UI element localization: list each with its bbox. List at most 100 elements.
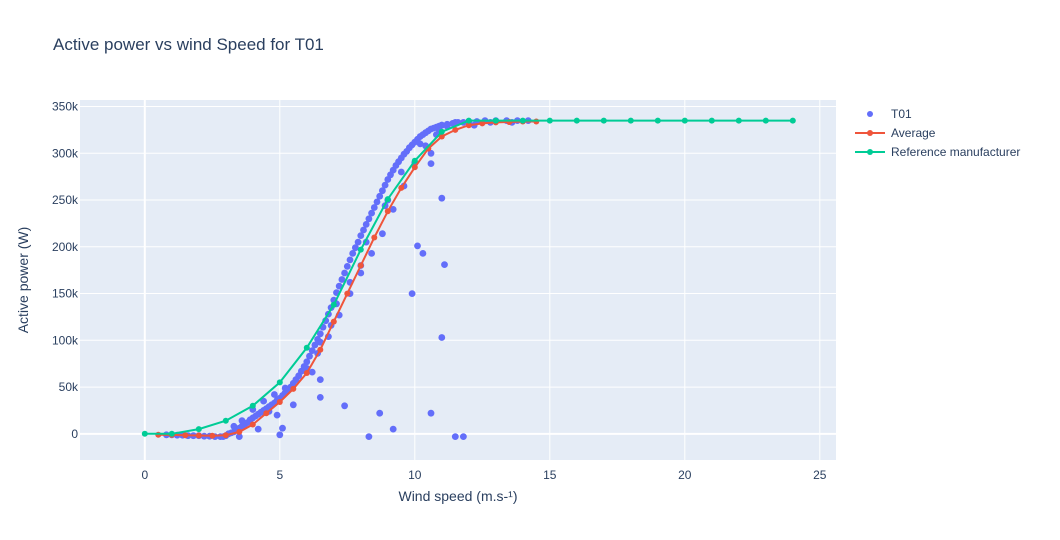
data-point [338, 276, 346, 283]
data-point [546, 117, 553, 124]
data-point [276, 431, 284, 439]
y-tick-label: 50k [59, 380, 79, 394]
data-point [360, 226, 367, 234]
data-point [341, 402, 348, 410]
data-point [308, 347, 316, 354]
data-point [292, 376, 300, 383]
x-tick-label: 5 [276, 468, 283, 482]
ticks: 0 5 10 15 20 25 0 50k 100k 150k 200k 250k 300k 350k [52, 100, 827, 482]
chart-title: Active power vs wind Speed for T01 [53, 35, 324, 54]
data-point [379, 230, 386, 238]
data-point [249, 421, 256, 428]
y-tick-label: 100k [52, 333, 79, 347]
data-point [281, 384, 289, 392]
data-point [438, 133, 445, 140]
data-point [141, 430, 148, 437]
series-2 [141, 117, 796, 437]
data-point [289, 401, 297, 409]
data-point [408, 290, 416, 297]
data-point [195, 426, 202, 433]
data-point [276, 379, 283, 386]
data-point [317, 346, 324, 353]
data-point [397, 168, 405, 176]
data-point [343, 263, 351, 270]
data-point [276, 399, 283, 405]
data-point [681, 117, 688, 124]
data-point [235, 433, 243, 440]
data-point [414, 242, 421, 250]
data-point [735, 117, 742, 124]
data-point [316, 330, 324, 338]
data-point [451, 433, 459, 440]
data-point [465, 117, 472, 124]
data-point [249, 402, 256, 409]
legend-item[interactable]: Reference manufacturer [855, 145, 1020, 159]
data-point [438, 121, 446, 129]
data-point [370, 204, 378, 211]
data-point [357, 262, 364, 269]
y-tick-label: 150k [52, 287, 79, 301]
data-point [316, 394, 324, 401]
data-point [349, 250, 357, 257]
data-point [368, 209, 375, 217]
data-point [306, 352, 313, 360]
data-point [427, 409, 435, 417]
data-point [365, 215, 373, 223]
data-point [222, 417, 229, 424]
data-point [230, 422, 238, 430]
data-point [519, 117, 526, 124]
x-axis-title: Wind speed (m.s-¹) [398, 488, 517, 504]
y-tick-label: 250k [52, 193, 79, 207]
legend[interactable]: T01 Average Reference manufacturer [855, 107, 1020, 159]
data-point [330, 318, 337, 325]
data-point [195, 432, 202, 439]
data-point [368, 250, 375, 257]
data-point [260, 397, 267, 405]
data-point [492, 117, 499, 124]
data-point [330, 301, 337, 308]
data-point [263, 410, 270, 417]
data-point [419, 250, 427, 257]
data-point [441, 261, 448, 268]
data-point [303, 358, 311, 366]
data-point [416, 140, 424, 148]
legend-marker [867, 111, 873, 117]
data-point [451, 119, 459, 126]
x-tick-label: 20 [678, 468, 692, 482]
data-point [460, 433, 467, 440]
legend-label: Average [891, 126, 936, 140]
data-point [354, 238, 362, 246]
data-point [438, 334, 446, 341]
x-tick-label: 0 [141, 468, 148, 482]
data-point [427, 160, 435, 168]
data-point [411, 157, 418, 164]
data-point [341, 269, 348, 277]
data-point [627, 117, 634, 124]
data-point [411, 164, 418, 171]
y-tick-label: 300k [52, 146, 79, 160]
data-point [362, 221, 370, 228]
legend-item[interactable]: T01 [867, 107, 912, 121]
data-point [479, 120, 486, 127]
legend-marker [867, 130, 873, 136]
legend-item[interactable]: Average [855, 126, 936, 140]
data-point [376, 409, 384, 417]
data-point [308, 368, 316, 376]
data-point [316, 376, 324, 383]
data-point [465, 122, 472, 129]
data-point [398, 184, 405, 191]
data-point [236, 428, 243, 435]
data-point [379, 187, 386, 195]
data-point [365, 433, 373, 440]
data-point [389, 206, 397, 213]
series-layer [141, 117, 796, 440]
legend-label: Reference manufacturer [891, 145, 1020, 159]
x-tick-label: 10 [408, 468, 422, 482]
data-point [209, 432, 216, 439]
data-point [352, 244, 359, 252]
data-point [335, 282, 343, 290]
data-point [373, 198, 381, 206]
data-point [371, 234, 378, 241]
data-point [789, 117, 796, 124]
